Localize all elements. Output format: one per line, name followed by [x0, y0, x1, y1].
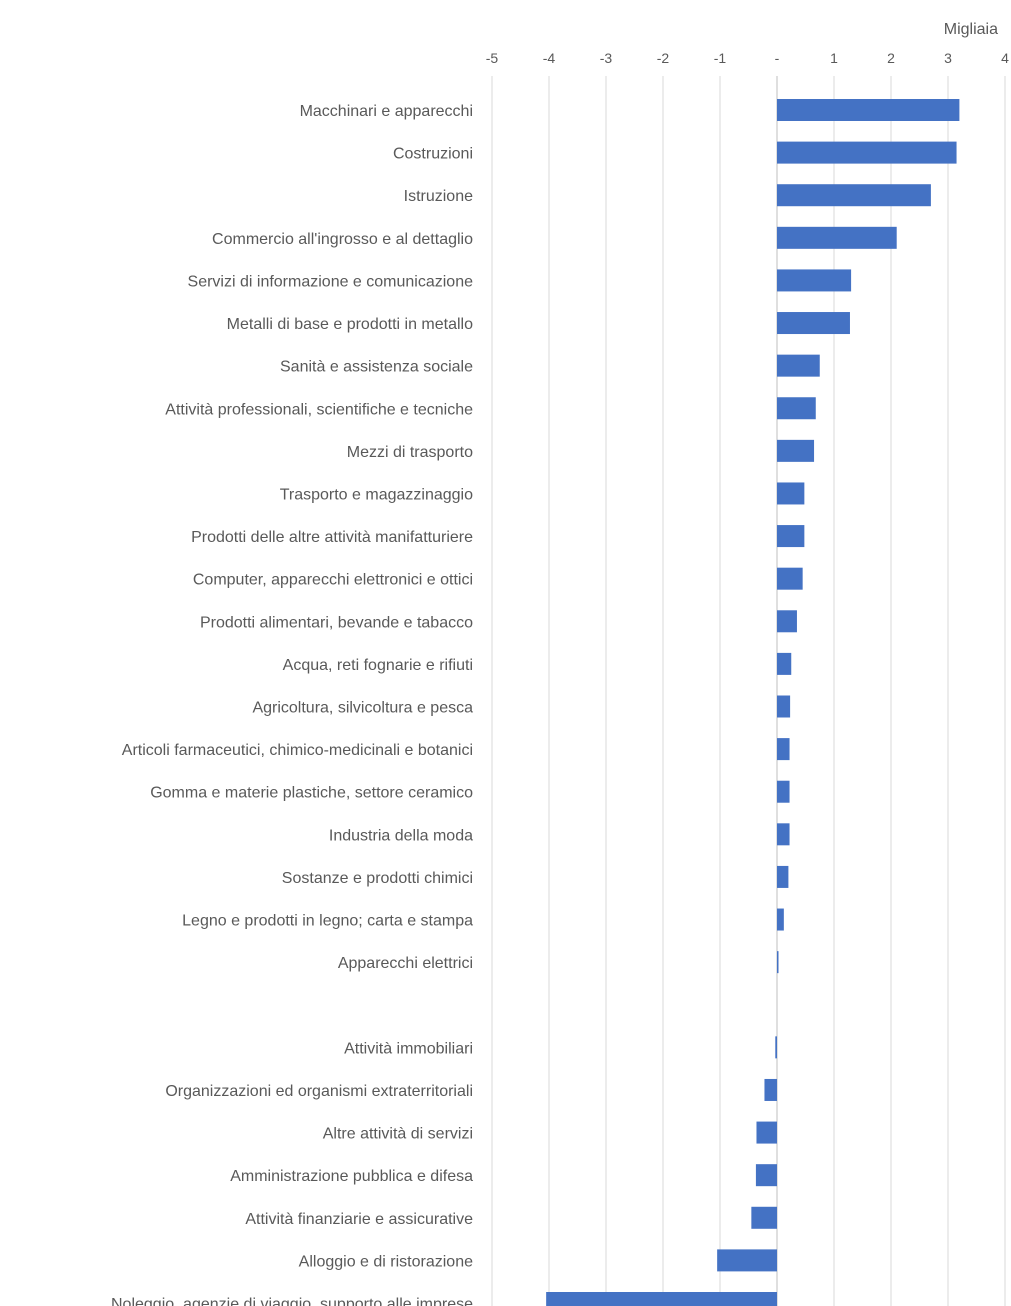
- category-label: Amministrazione pubblica e difesa: [230, 1168, 473, 1185]
- bar: [777, 951, 779, 974]
- x-tick-label: -5: [486, 50, 499, 66]
- category-label: Sostanze e prodotti chimici: [282, 870, 473, 887]
- category-label: Attività finanziarie e assicurative: [245, 1211, 473, 1228]
- category-labels: Macchinari e apparecchi Costruzioni Istruz…: [111, 103, 473, 1306]
- bar: [717, 1249, 777, 1272]
- x-tick-label: 3: [944, 50, 952, 66]
- x-tick-label: 1: [830, 50, 838, 66]
- bar: [755, 1164, 777, 1187]
- category-label: Mezzi di trasporto: [347, 444, 473, 461]
- category-label: Noleggio, agenzie di viaggio, supporto a…: [111, 1296, 473, 1306]
- category-label: Organizzazioni ed organismi extraterrito…: [165, 1083, 473, 1100]
- bar: [777, 525, 805, 548]
- bar: [777, 312, 850, 335]
- bar: [756, 1121, 777, 1144]
- x-tick-label: -2: [657, 50, 670, 66]
- bar: [777, 482, 805, 505]
- bar: [775, 1036, 777, 1059]
- category-label: Prodotti delle altre attività manifattur…: [191, 529, 473, 546]
- bar: [777, 99, 960, 121]
- category-label: Computer, apparecchi elettronici e ottic…: [193, 572, 473, 589]
- category-label: Legno e prodotti in legno; carta e stamp…: [182, 913, 473, 930]
- bar: [777, 141, 957, 164]
- x-axis-ticks: -5 -4 -3 -2 -1-1 2 3 4: [486, 50, 1009, 66]
- category-label: Attività immobiliari: [344, 1040, 473, 1057]
- category-label: Agricoltura, silvicoltura e pesca: [252, 700, 473, 717]
- bars: [546, 99, 960, 1306]
- bar: [777, 652, 792, 675]
- bar: [777, 823, 790, 846]
- bar: [777, 780, 790, 803]
- bar: [777, 865, 789, 888]
- bar: [764, 1078, 777, 1101]
- bar: [777, 354, 820, 377]
- category-label: Istruzione: [404, 188, 473, 205]
- category-label: Articoli farmaceutici, chimico-medicinal…: [122, 742, 473, 759]
- bar: [777, 397, 816, 420]
- bar: [777, 439, 815, 462]
- category-label: Sanità e assistenza sociale: [280, 359, 473, 376]
- bar: [777, 226, 897, 249]
- category-label: Gomma e materie plastiche, settore ceram…: [150, 785, 473, 802]
- bar: [777, 567, 803, 590]
- bar: [777, 738, 790, 761]
- category-label: Costruzioni: [393, 146, 473, 163]
- category-label: Prodotti alimentari, bevande e tabacco: [200, 614, 473, 631]
- category-label: Altre attività di servizi: [323, 1126, 473, 1143]
- gridlines: [491, 76, 1006, 1306]
- x-tick-label: 2: [887, 50, 895, 66]
- category-label: Apparecchi elettrici: [338, 955, 473, 972]
- bar: [777, 269, 852, 292]
- bar: [777, 184, 931, 207]
- bar: [546, 1292, 777, 1306]
- category-label: Attività professionali, scientifiche e t…: [165, 401, 473, 418]
- x-tick-label: -4: [543, 50, 556, 66]
- x-tick-label: 4: [1001, 50, 1009, 66]
- category-label: Alloggio e di ristorazione: [299, 1253, 473, 1270]
- category-label: Acqua, reti fognarie e rifiuti: [283, 657, 473, 674]
- category-label: Industria della moda: [329, 827, 473, 844]
- x-tick-label: -3: [600, 50, 613, 66]
- x-tick-label: -1: [714, 50, 727, 66]
- bar: [777, 695, 791, 718]
- bar: [777, 610, 797, 633]
- unit-label: Migliaia: [944, 21, 998, 38]
- category-label: Macchinari e apparecchi: [300, 103, 473, 120]
- category-label: Trasporto e magazzinaggio: [280, 486, 473, 503]
- bar: [751, 1206, 777, 1229]
- x-tick-label: -: [775, 50, 780, 66]
- category-label: Metalli di base e prodotti in metallo: [227, 316, 473, 333]
- category-label: Servizi di informazione e comunicazione: [188, 273, 474, 290]
- category-label: Commercio all'ingrosso e al dettaglio: [212, 231, 473, 248]
- bar: [777, 908, 784, 931]
